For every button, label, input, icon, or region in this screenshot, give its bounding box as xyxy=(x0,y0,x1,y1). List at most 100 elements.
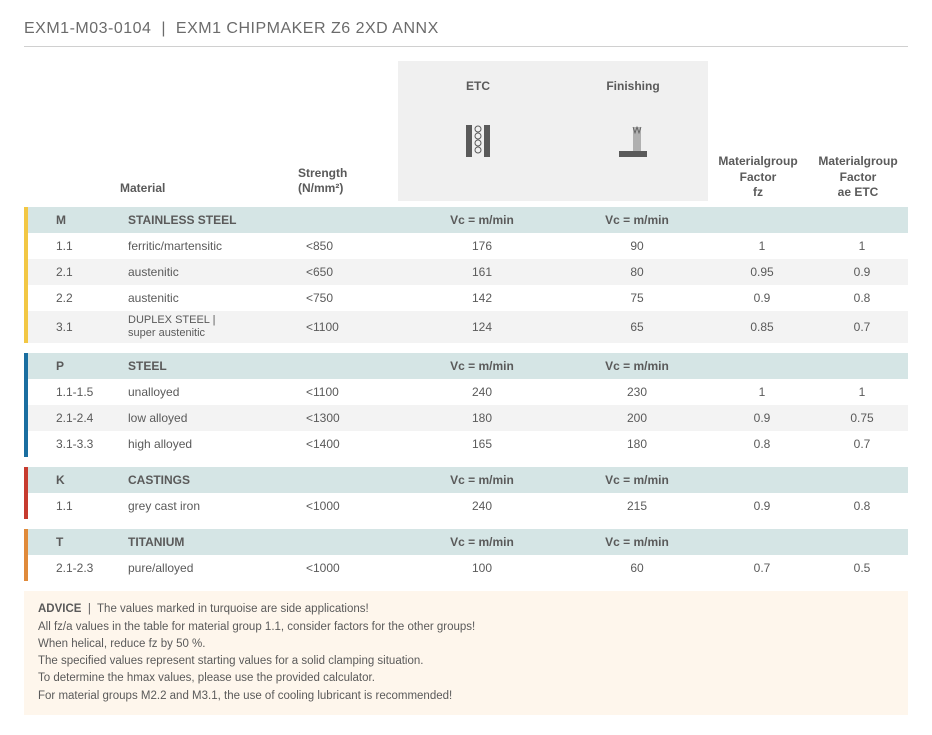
row-ae: 0.8 xyxy=(812,291,912,305)
material-group-k: KCASTINGS Vc = m/minVc = m/min 1.1grey cas… xyxy=(24,467,908,519)
row-fz: 0.95 xyxy=(712,265,812,279)
row-material: unalloyed xyxy=(124,385,302,399)
row-finishing: 80 xyxy=(562,265,712,279)
row-finishing: 200 xyxy=(562,411,712,425)
group-header-row: PSTEELVc = m/minVc = m/min xyxy=(28,353,908,379)
advice-label: ADVICE xyxy=(38,603,81,615)
group-code: M xyxy=(52,213,124,227)
table-row: 1.1grey cast iron<10002402150.90.8 xyxy=(28,493,908,519)
column-headers: Material Strength (N/mm²) ETC Finishing xyxy=(24,61,908,201)
material-group-p: PSTEELVc = m/minVc = m/min1.1-1.5unalloy… xyxy=(24,353,908,457)
group-header-row: TTITANIUM Vc = m/minVc = m/min xyxy=(28,529,908,555)
vc-label: Vc = m/min xyxy=(402,473,562,487)
row-etc: 180 xyxy=(402,411,562,425)
row-strength: <1300 xyxy=(302,411,402,425)
vc-label: Vc = m/min xyxy=(562,359,712,373)
row-fz: 0.9 xyxy=(712,411,812,425)
cutting-data-table: Material Strength (N/mm²) ETC Finishing xyxy=(24,61,908,715)
advice-line: All fz/a values in the table for materia… xyxy=(38,621,475,633)
row-finishing: 75 xyxy=(562,291,712,305)
vc-label: Vc = m/min xyxy=(402,213,562,227)
row-fz: 1 xyxy=(712,385,812,399)
row-etc: 240 xyxy=(402,499,562,513)
finishing-icon xyxy=(613,121,653,161)
row-strength: <1100 xyxy=(302,320,402,334)
row-id: 2.1-2.3 xyxy=(52,561,124,575)
row-finishing: 60 xyxy=(562,561,712,575)
separator: | xyxy=(161,20,166,37)
row-id: 1.1 xyxy=(52,239,124,253)
table-row: 1.1-1.5unalloyed<110024023011 xyxy=(28,379,908,405)
finishing-column-header: Finishing xyxy=(558,61,708,201)
row-finishing: 90 xyxy=(562,239,712,253)
group-name: CASTINGS xyxy=(124,473,302,487)
row-id: 1.1 xyxy=(52,499,124,513)
row-id: 2.2 xyxy=(52,291,124,305)
vc-label: Vc = m/min xyxy=(562,535,712,549)
row-material: grey cast iron xyxy=(124,499,302,513)
material-column-header: Material xyxy=(120,181,298,201)
row-id: 1.1-1.5 xyxy=(52,385,124,399)
group-name: STEEL xyxy=(124,359,302,373)
row-fz: 0.9 xyxy=(712,291,812,305)
row-etc: 165 xyxy=(402,437,562,451)
row-strength: <850 xyxy=(302,239,402,253)
row-fz: 0.8 xyxy=(712,437,812,451)
row-fz: 0.9 xyxy=(712,499,812,513)
row-etc: 100 xyxy=(402,561,562,575)
group-code: T xyxy=(52,535,124,549)
row-fz: 0.85 xyxy=(712,320,812,334)
row-ae: 1 xyxy=(812,385,912,399)
row-material: high alloyed xyxy=(124,437,302,451)
row-id: 3.1 xyxy=(52,320,124,334)
vc-label: Vc = m/min xyxy=(562,473,712,487)
advice-line: To determine the hmax values, please use… xyxy=(38,672,375,684)
material-group-t: TTITANIUM Vc = m/minVc = m/min 2.1-2.3pure… xyxy=(24,529,908,581)
row-strength: <1000 xyxy=(302,499,402,513)
vc-label: Vc = m/min xyxy=(402,535,562,549)
row-fz: 0.7 xyxy=(712,561,812,575)
row-material: DUPLEX STEEL |super austenitic xyxy=(124,314,302,340)
row-fz: 1 xyxy=(712,239,812,253)
row-strength: <1400 xyxy=(302,437,402,451)
row-strength: <1000 xyxy=(302,561,402,575)
group-code: P xyxy=(52,359,124,373)
vc-label: Vc = m/min xyxy=(562,213,712,227)
table-row: 3.1-3.3high alloyed<14001651800.80.7 xyxy=(28,431,908,457)
row-ae: 0.5 xyxy=(812,561,912,575)
table-row: 1.1ferritic/martensitic<8501769011 xyxy=(28,233,908,259)
advice-line: The specified values represent starting … xyxy=(38,655,423,667)
row-material: ferritic/martensitic xyxy=(124,239,302,253)
etc-column-header: ETC xyxy=(398,61,558,201)
row-id: 2.1-2.4 xyxy=(52,411,124,425)
table-row: 2.1-2.4low alloyed<13001802000.90.75 xyxy=(28,405,908,431)
row-id: 3.1-3.3 xyxy=(52,437,124,451)
factor-fz-column-header: Materialgroup Factor fz xyxy=(708,154,808,201)
table-row: 2.1-2.3pure/alloyed<1000100600.70.5 xyxy=(28,555,908,581)
advice-line: When helical, reduce fz by 50 %. xyxy=(38,638,205,650)
row-id: 2.1 xyxy=(52,265,124,279)
advice-box: ADVICE | The values marked in turquoise … xyxy=(24,591,908,715)
row-material: pure/alloyed xyxy=(124,561,302,575)
row-etc: 142 xyxy=(402,291,562,305)
material-group-m: MSTAINLESS STEELVc = m/minVc = m/min1.1f… xyxy=(24,207,908,343)
table-row: 2.1austenitic<650161800.950.9 xyxy=(28,259,908,285)
row-finishing: 215 xyxy=(562,499,712,513)
strength-column-header: Strength (N/mm²) xyxy=(298,166,398,201)
row-ae: 0.7 xyxy=(812,437,912,451)
row-etc: 240 xyxy=(402,385,562,399)
row-strength: <750 xyxy=(302,291,402,305)
group-name: TITANIUM xyxy=(124,535,302,549)
row-finishing: 230 xyxy=(562,385,712,399)
row-strength: <650 xyxy=(302,265,402,279)
row-strength: <1100 xyxy=(302,385,402,399)
row-ae: 0.75 xyxy=(812,411,912,425)
product-code: EXM1-M03-0104 xyxy=(24,20,151,37)
factor-ae-column-header: Materialgroup Factor ae ETC xyxy=(808,154,908,201)
row-material: austenitic xyxy=(124,265,302,279)
table-row: 3.1DUPLEX STEEL |super austenitic<110012… xyxy=(28,311,908,343)
row-etc: 176 xyxy=(402,239,562,253)
row-ae: 0.7 xyxy=(812,320,912,334)
product-title: EXM1 CHIPMAKER Z6 2XD ANNX xyxy=(176,20,439,37)
group-code: K xyxy=(52,473,124,487)
